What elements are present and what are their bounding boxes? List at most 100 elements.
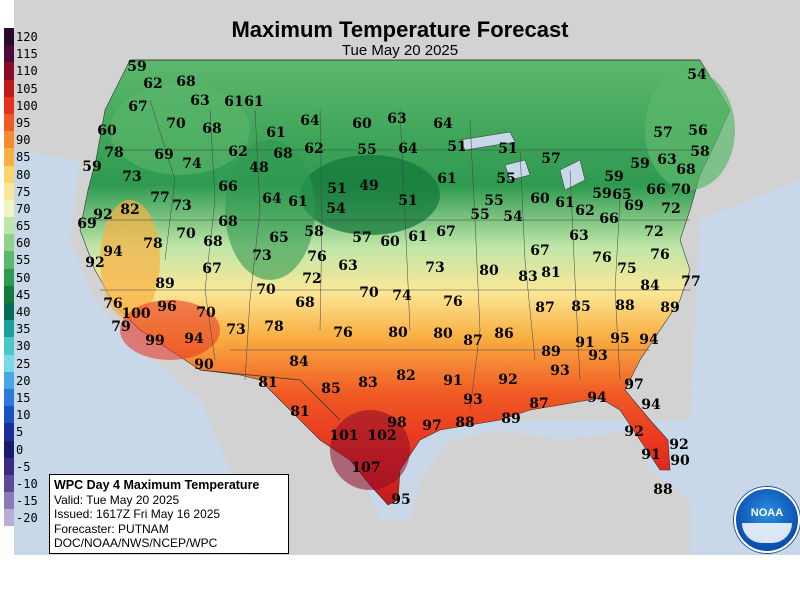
legend-entry: 110: [2, 62, 50, 80]
map-title: Maximum Temperature Forecast: [231, 17, 569, 42]
legend-swatch: [4, 131, 14, 149]
legend-swatch: [4, 113, 14, 132]
legend-label: 0: [16, 442, 24, 457]
legend-swatch: [4, 182, 14, 200]
legend-entry: 10: [2, 406, 50, 424]
hot-south-texas: [330, 410, 410, 490]
color-legend: 120 115 110 105 100 95 90 85 80 75 70 65 60 55 50 45 40 3…: [2, 28, 50, 527]
legend-entry: 105: [2, 79, 50, 97]
info-valid: Valid: Tue May 20 2025: [54, 492, 180, 507]
legend-swatch: [4, 79, 14, 97]
hot-desert: [120, 300, 220, 360]
legend-label: 100: [16, 98, 38, 113]
legend-entry: -20: [2, 509, 50, 527]
legend-entry: 120: [2, 28, 50, 46]
legend-entry: 45: [2, 285, 50, 303]
legend-swatch: [4, 62, 14, 80]
state-borders: [90, 99, 700, 411]
legend-entry: 25: [2, 354, 50, 372]
legend-entry: 90: [2, 131, 50, 149]
legend-entry: 95: [2, 113, 50, 132]
legend-swatch: [4, 457, 14, 475]
pacific-ocean: [14, 150, 250, 555]
legend-entry: 80: [2, 165, 50, 183]
legend-swatch: [4, 268, 14, 286]
legend-entry: 50: [2, 268, 50, 286]
legend-swatch: [4, 165, 14, 183]
legend-label: 95: [16, 115, 31, 130]
legend-entry: 85: [2, 148, 50, 166]
legend-entry: 35: [2, 320, 50, 338]
info-forecaster: Forecaster: PUTNAM: [54, 521, 169, 536]
lake-superior: [459, 131, 516, 151]
legend-label: 85: [16, 150, 31, 165]
warm-california: [100, 200, 160, 320]
legend-swatch: [4, 509, 14, 527]
legend-entry: -15: [2, 492, 50, 510]
atlantic-gulf: [300, 180, 800, 555]
legend-label: 40: [16, 305, 31, 319]
legend-entry: -10: [2, 474, 50, 493]
legend-label: -20: [16, 511, 38, 526]
legend-label: 80: [16, 167, 31, 182]
legend-swatch: [4, 96, 14, 114]
legend-label: 115: [16, 47, 38, 62]
legend-label: 110: [16, 64, 38, 79]
info-box: WPC Day 4 Maximum Temperature Valid: Tue…: [49, 474, 289, 554]
legend-label: 70: [16, 201, 31, 216]
legend-label: 10: [16, 408, 31, 423]
legend-entry: 70: [2, 199, 50, 218]
legend-label: 20: [16, 373, 31, 388]
legend-swatch: [4, 440, 14, 458]
mexico-border: [199, 369, 341, 421]
legend-swatch: [4, 406, 14, 424]
legend-entry: 20: [2, 371, 50, 389]
legend-label: 5: [16, 425, 24, 440]
legend-swatch: [4, 474, 14, 493]
legend-label: 65: [16, 219, 31, 234]
map-area: [14, 0, 800, 555]
legend-label: 105: [16, 81, 38, 96]
legend-swatch: [4, 28, 14, 46]
logo-text: NOAA: [750, 507, 784, 519]
logo-wave-shape: [742, 523, 792, 543]
noaa-logo: NOAA: [734, 487, 800, 553]
legend-swatch: [4, 148, 14, 166]
legend-label: -5: [16, 459, 31, 474]
legend-entry: 75: [2, 182, 50, 200]
legend-label: 15: [16, 390, 31, 405]
legend-label: 75: [16, 184, 31, 199]
legend-swatch: [4, 492, 14, 510]
legend-entry: 55: [2, 251, 50, 269]
info-issued: Issued: 1617Z Fri May 16 2025: [54, 507, 221, 521]
cool-rockies: [225, 140, 315, 280]
cool-northwest: [110, 85, 250, 175]
legend-swatch: [4, 217, 14, 235]
legend-swatch: [4, 285, 14, 303]
legend-entry: -5: [2, 457, 50, 475]
cool-northeast: [645, 70, 735, 190]
legend-entry: 115: [2, 45, 50, 63]
legend-swatch: [4, 45, 14, 63]
legend-label: 30: [16, 339, 31, 354]
temperature-map: [14, 0, 800, 555]
legend-entry: 15: [2, 388, 50, 407]
legend-swatch: [4, 251, 14, 269]
lake-michigan: [504, 159, 531, 181]
legend-label: 90: [16, 133, 31, 148]
legend-entry: 5: [2, 423, 50, 441]
lake-huron: [559, 159, 586, 191]
legend-swatch: [4, 303, 14, 321]
legend-entry: 40: [2, 303, 50, 321]
legend-label: 25: [16, 356, 31, 371]
legend-swatch: [4, 199, 14, 218]
legend-swatch: [4, 423, 14, 441]
info-heading: WPC Day 4 Maximum Temperature: [54, 478, 260, 492]
legend-entry: 100: [2, 96, 50, 114]
legend-entry: 30: [2, 337, 50, 355]
legend-label: 60: [16, 236, 31, 251]
legend-entry: 65: [2, 217, 50, 235]
legend-label: 50: [16, 270, 31, 285]
legend-swatch: [4, 234, 14, 252]
legend-label: -15: [16, 494, 38, 509]
